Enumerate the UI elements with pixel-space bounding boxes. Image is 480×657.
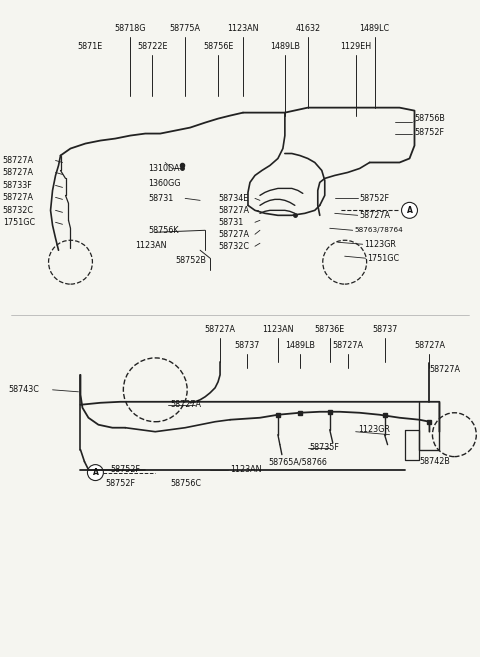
Text: 1489LB: 1489LB (270, 42, 300, 51)
Text: A: A (93, 468, 98, 477)
Text: 58756B: 58756B (415, 114, 445, 123)
Text: A: A (407, 206, 412, 215)
Text: 1751GC: 1751GC (368, 254, 400, 263)
Text: 58732C: 58732C (3, 206, 34, 215)
Text: 58737: 58737 (234, 342, 260, 350)
Text: 41632: 41632 (295, 24, 320, 34)
Text: 58718G: 58718G (115, 24, 146, 34)
Text: 58735F: 58735F (310, 443, 340, 452)
Text: 1129EH: 1129EH (340, 42, 371, 51)
Text: 58734E: 58734E (218, 194, 248, 203)
Text: 58763/78764: 58763/78764 (355, 227, 403, 233)
Text: 1123AN: 1123AN (227, 24, 259, 34)
Text: 58727A: 58727A (332, 342, 363, 350)
Text: 58727A: 58727A (218, 206, 249, 215)
Text: 58733F: 58733F (3, 181, 33, 190)
Text: 1123GR: 1123GR (365, 240, 396, 249)
Text: 1360GG: 1360GG (148, 179, 181, 188)
Text: 1123AN: 1123AN (262, 325, 294, 334)
Text: 5871E: 5871E (78, 42, 103, 51)
Text: 1751GC: 1751GC (3, 218, 35, 227)
Text: 58722E: 58722E (137, 42, 168, 51)
Text: 58742B: 58742B (420, 457, 450, 466)
Circle shape (87, 464, 103, 480)
Text: 1489LC: 1489LC (360, 24, 390, 34)
Text: 58752F: 58752F (415, 128, 444, 137)
Text: 58775A: 58775A (169, 24, 201, 34)
Text: 58727A: 58727A (3, 156, 34, 165)
Text: 58765A/58766: 58765A/58766 (268, 457, 327, 466)
Text: 58756E: 58756E (203, 42, 233, 51)
Text: 58727A: 58727A (3, 168, 34, 177)
Text: 58736E: 58736E (314, 325, 345, 334)
Text: 58752F: 58752F (106, 479, 135, 488)
Text: 58743C: 58743C (9, 385, 39, 394)
Text: 1123AN: 1123AN (135, 240, 167, 250)
Text: 58752F: 58752F (360, 194, 390, 203)
Text: 58727A: 58727A (204, 325, 236, 334)
Text: 58727A: 58727A (360, 211, 391, 220)
Text: 58732C: 58732C (218, 242, 249, 251)
Text: 1310DA: 1310DA (148, 164, 180, 173)
Text: 58756C: 58756C (170, 479, 201, 488)
Text: 58756K: 58756K (148, 226, 179, 235)
Text: 58727A: 58727A (430, 365, 460, 374)
Text: 58727A: 58727A (170, 400, 201, 409)
Text: 1123AN: 1123AN (230, 465, 262, 474)
Circle shape (402, 202, 418, 218)
Text: 58731: 58731 (218, 218, 243, 227)
Text: 1123GR: 1123GR (358, 425, 390, 434)
Text: 1489LB: 1489LB (285, 342, 315, 350)
Text: 58727A: 58727A (3, 193, 34, 202)
Text: 58737: 58737 (372, 325, 397, 334)
Text: 58727A: 58727A (414, 342, 445, 350)
Text: 58752F: 58752F (110, 465, 140, 474)
Text: 58731: 58731 (148, 194, 173, 203)
Text: 58752B: 58752B (175, 256, 206, 265)
Text: 58727A: 58727A (218, 230, 249, 238)
